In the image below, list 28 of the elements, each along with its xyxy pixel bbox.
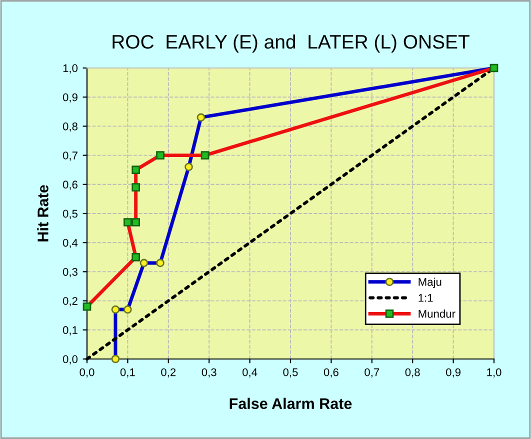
y-tick-label: 0,8 [62, 122, 78, 132]
legend-label: 1:1 [418, 294, 433, 302]
x-tick-label: 0,2 [161, 368, 176, 378]
x-tick-label: 0,7 [364, 368, 380, 378]
legend-label: Maju [418, 278, 442, 288]
x-tick-label: 0,3 [202, 368, 216, 378]
x-tick-label: 0,6 [324, 368, 338, 378]
x-tick-label: 0,8 [405, 368, 420, 378]
x-tick-label: 0,9 [446, 368, 460, 378]
x-tick-label: 0,0 [80, 368, 94, 378]
x-tick-label: 0,4 [242, 368, 258, 378]
y-tick-label: 0,5 [62, 210, 78, 219]
y-tick-label: 0,3 [62, 268, 78, 278]
legend-label: Mundur [418, 310, 456, 318]
x-axis-title: False Alarm Rate [230, 398, 352, 410]
y-tick-label: 0,4 [62, 238, 78, 248]
y-tick-label: 0,6 [62, 180, 78, 190]
x-tick-label: 0,5 [283, 368, 298, 378]
x-tick-label: 1,0 [487, 368, 502, 378]
y-tick-label: 0,0 [62, 355, 78, 364]
y-tick-label: 0,1 [62, 326, 78, 336]
x-tick-label: 0,1 [120, 368, 135, 378]
y-tick-label: 0,9 [62, 93, 78, 103]
chart-title: ROC EARLY (E) and LATER (L) ONSET [112, 34, 470, 53]
y-tick-label: 0,7 [62, 152, 78, 161]
y-tick-label: 0,2 [62, 297, 78, 306]
y-tick-label: 1,0 [63, 64, 78, 74]
y-axis-title: Hit Rate [37, 185, 48, 242]
